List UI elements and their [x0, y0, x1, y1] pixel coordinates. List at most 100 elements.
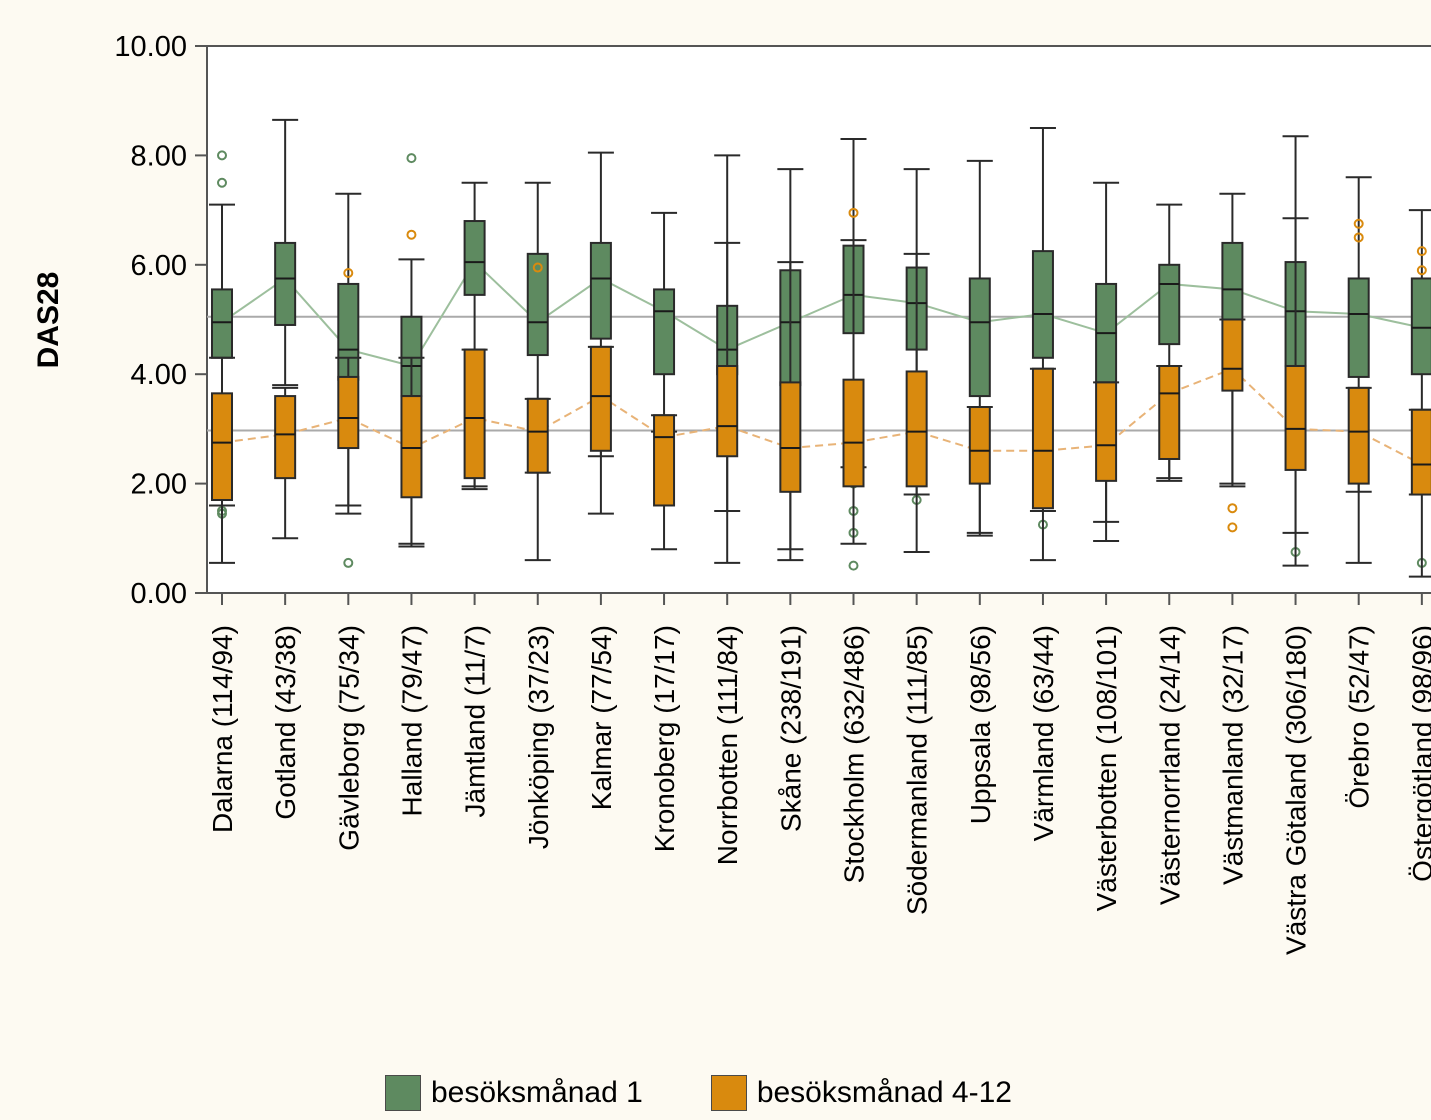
- box-body: [274, 241, 297, 326]
- x-tick-label: Gotland (43/38): [270, 625, 301, 820]
- x-tick-label: Västerbotten (108/101): [1091, 625, 1122, 911]
- box-body: [589, 241, 612, 340]
- box-2-14: [1029, 367, 1056, 562]
- x-tick-label: Kronoberg (17/17): [649, 625, 680, 852]
- tick-labels: 0.00 2.00 4.00 6.00 8.00 10.00 Dalarna (114/94…: [114, 31, 1431, 955]
- x-tick-label: Dalarna (114/94): [207, 625, 238, 833]
- box-body: [274, 395, 297, 480]
- y-tick-label: 8.00: [131, 140, 187, 172]
- x-tick-label: Gävleborg (75/34): [333, 625, 364, 851]
- box-2-12: [903, 252, 930, 553]
- box-body: [1410, 408, 1431, 496]
- outlier-point: [343, 557, 354, 568]
- x-tick-label: Jönköping (37/23): [523, 625, 554, 849]
- box-body: [1221, 241, 1244, 321]
- x-tick-label: Skåne (238/191): [775, 625, 806, 832]
- legend-label-series-1: besöksmånad 1: [431, 1076, 643, 1109]
- legend-item-series-2: besöksmånad 4-12: [710, 1075, 1012, 1111]
- box-2-13: [966, 406, 993, 534]
- outlier-point: [343, 268, 354, 279]
- box-body: [905, 370, 928, 488]
- box-body: [1347, 277, 1370, 378]
- x-tick-label: Västra Götaland (306/180): [1281, 625, 1312, 955]
- box-body: [653, 414, 676, 507]
- box-body: [968, 277, 991, 398]
- box-body: [779, 381, 802, 493]
- legend-item-series-1: besöksmånad 1: [385, 1075, 643, 1111]
- box-2-4: [398, 229, 425, 548]
- box-body: [1158, 263, 1181, 346]
- x-tick-label: Örebro (52/47): [1344, 625, 1375, 809]
- outlier-point: [1227, 503, 1238, 514]
- box-body: [211, 392, 233, 502]
- y-axis-label: DAS28: [32, 272, 65, 369]
- x-tick-label: Stockholm (632/486): [839, 625, 870, 883]
- box-body: [1031, 250, 1054, 359]
- box-2-3: [335, 268, 362, 515]
- x-tick-label: Södermanland (111/85): [902, 625, 933, 915]
- y-tick-label: 4.00: [131, 359, 187, 391]
- legend-label-series-2: besöksmånad 4-12: [756, 1076, 1012, 1109]
- x-tick-label: Östergötland (98/96): [1407, 625, 1431, 882]
- box-body: [463, 348, 486, 480]
- box-body: [589, 345, 612, 452]
- box-1-19: [1345, 176, 1372, 493]
- outlier-point: [406, 153, 417, 164]
- y-tick-label: 6.00: [131, 250, 187, 282]
- box-2-19: [1345, 218, 1372, 564]
- outlier-point: [406, 229, 417, 240]
- box-2-16: [1156, 364, 1183, 482]
- outlier-point: [1227, 522, 1238, 533]
- outlier-point: [848, 207, 859, 218]
- plot-area: [206, 45, 1431, 594]
- box-1-2: [272, 118, 299, 387]
- box-2-7: [587, 345, 614, 515]
- box-body: [1410, 277, 1431, 376]
- outlier-point: [532, 262, 543, 273]
- outlier-point: [1416, 265, 1427, 276]
- box-2-8: [651, 414, 678, 551]
- box-2-9: [714, 241, 741, 564]
- box-body: [1347, 386, 1370, 485]
- y-tick-label: 0.00: [131, 578, 187, 610]
- x-tick-label: Halland (79/47): [396, 625, 427, 816]
- box-body: [968, 406, 991, 485]
- legend-swatch-series-1: [385, 1075, 421, 1111]
- x-tick-label: Kalmar (77/54): [586, 625, 617, 810]
- y-tick-label: 10.00: [114, 31, 187, 63]
- axes: [195, 45, 1431, 605]
- box-body: [1284, 364, 1307, 471]
- box-2-18: [1282, 217, 1309, 567]
- x-tick-label: Västmanland (32/17): [1217, 625, 1248, 885]
- box-body: [716, 364, 739, 458]
- box-2-20: [1408, 246, 1431, 578]
- outlier-point: [1353, 218, 1364, 229]
- box-2-11: [840, 207, 867, 545]
- box-body: [526, 397, 549, 474]
- box-body: [463, 220, 486, 296]
- y-tick-label: 2.00: [131, 469, 187, 501]
- outlier-point: [848, 560, 859, 571]
- x-tick-label: Värmland (63/44): [1028, 625, 1059, 841]
- outlier-point: [1353, 232, 1364, 243]
- box-body: [1158, 364, 1181, 460]
- box-body: [211, 288, 233, 359]
- outlier-point: [217, 150, 227, 161]
- box-body: [526, 252, 549, 357]
- box-2-2: [272, 386, 299, 540]
- outlier-point: [1416, 246, 1427, 257]
- box-2-5: [461, 348, 488, 491]
- box-2-15: [1093, 381, 1120, 543]
- box-body: [1095, 381, 1118, 482]
- box-2-6: [524, 262, 551, 474]
- box-body: [653, 288, 676, 376]
- x-tick-label: Västernorrland (24/14): [1154, 625, 1185, 905]
- box-body: [1221, 318, 1244, 392]
- x-tick-label: Jämtland (11/7): [460, 625, 491, 817]
- box-1-8: [651, 211, 678, 433]
- box-1-1: [209, 150, 235, 519]
- box-body: [1031, 367, 1054, 510]
- x-tick-label: Uppsala (98/56): [965, 625, 996, 824]
- box-2-17: [1219, 318, 1246, 533]
